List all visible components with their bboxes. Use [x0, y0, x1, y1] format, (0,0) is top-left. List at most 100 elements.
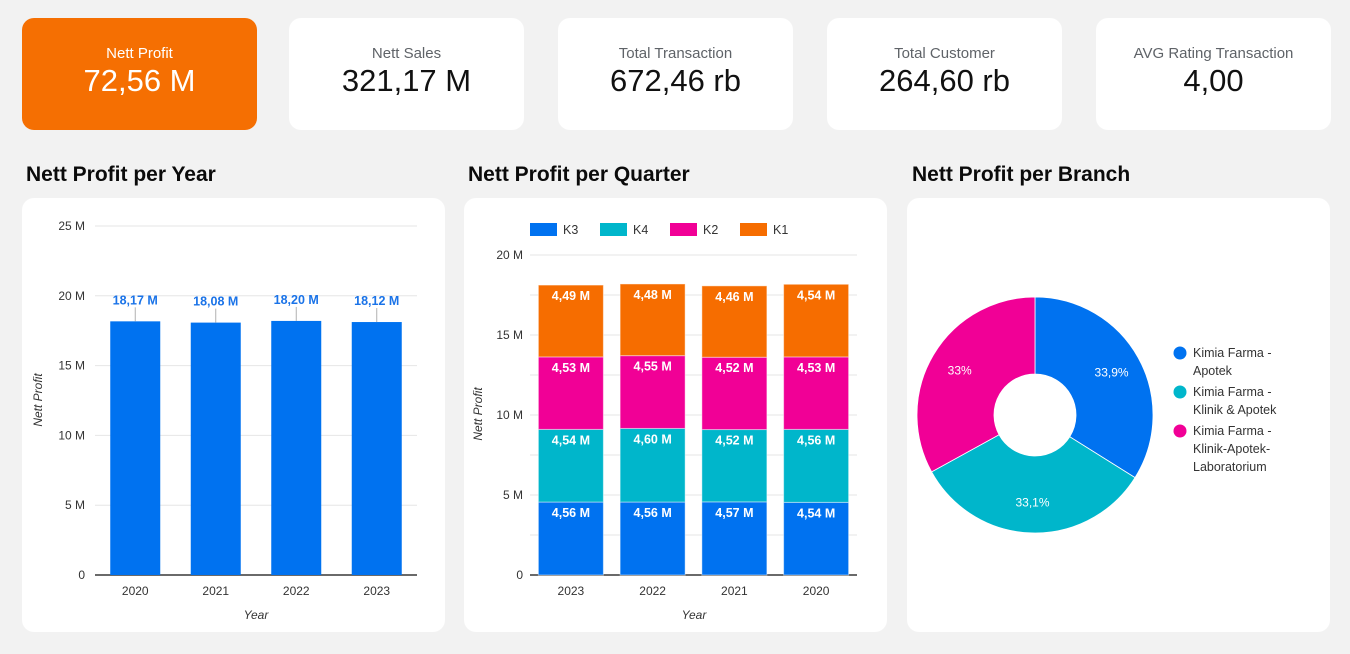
- data-label: 4,54 M: [797, 288, 835, 302]
- data-label: 18,12 M: [354, 294, 399, 308]
- kpi-value: 264,60 rb: [879, 63, 1010, 98]
- bar-2020[interactable]: [110, 321, 161, 575]
- kpi-label: Nett Profit: [106, 45, 173, 62]
- x-tick-labels: 2023 2022 2021 2020: [558, 584, 830, 598]
- legend-item-3[interactable]: Kimia Farma - Klinik-Apotek- Laboratorium: [1173, 424, 1272, 474]
- data-label: 4,48 M: [634, 288, 672, 302]
- data-label: 18,20 M: [274, 293, 319, 307]
- legend-label: Klinik & Apotek: [1193, 403, 1277, 417]
- bar-segment-K4-2021[interactable]: [701, 429, 768, 503]
- bar-segment-K4-2022[interactable]: [619, 427, 686, 503]
- legend-swatch: [600, 223, 627, 236]
- kpi-card-nett-profit: Nett Profit 72,56 M: [22, 18, 257, 130]
- bar-2022[interactable]: [271, 320, 322, 575]
- legend-item-1[interactable]: Kimia Farma - Apotek: [1173, 346, 1272, 378]
- data-label: 4,54 M: [797, 506, 835, 520]
- bar-segment-K3-2023[interactable]: [537, 501, 604, 576]
- kpi-card-total-transaction: Total Transaction 672,46 rb: [558, 18, 793, 130]
- legend-label: Apotek: [1193, 364, 1233, 378]
- bar-segment-K1-2022[interactable]: [619, 283, 686, 357]
- chart-title-branch: Nett Profit per Branch: [912, 163, 1131, 186]
- kpi-card-total-customer: Total Customer 264,60 rb: [827, 18, 1062, 130]
- legend-label: Laboratorium: [1193, 460, 1267, 474]
- legend: Kimia Farma - Apotek Kimia Farma - Klinik &…: [1173, 346, 1278, 474]
- y-axis-label: Nett Profit: [471, 387, 485, 441]
- x-tick-label: 2023: [363, 584, 390, 598]
- bar-segment-K1-2020[interactable]: [783, 283, 850, 358]
- bar-segment-K4-2020[interactable]: [783, 428, 850, 503]
- bar-segment-K2-2021[interactable]: [701, 356, 768, 431]
- kpi-label: Total Customer: [894, 45, 995, 62]
- legend-item-K2[interactable]: K2: [670, 223, 718, 237]
- slice-2[interactable]: [931, 434, 1136, 534]
- bar-segment-K3-2020[interactable]: [783, 501, 850, 576]
- bar-2023[interactable]: [351, 322, 402, 575]
- data-label: 4,56 M: [634, 506, 672, 520]
- x-tick-label: 2022: [639, 584, 666, 598]
- x-tick-label: 2022: [283, 584, 310, 598]
- kpi-value: 4,00: [1183, 63, 1244, 98]
- legend-label: Kimia Farma -: [1193, 346, 1271, 360]
- data-label: 4,56 M: [552, 506, 590, 520]
- legend-swatch: [740, 223, 767, 236]
- kpi-label: Total Transaction: [618, 45, 733, 62]
- slice-label: 33,1%: [1016, 495, 1050, 509]
- bar-segment-K3-2022[interactable]: [619, 501, 686, 576]
- y-tick-label: 10 M: [58, 428, 85, 442]
- slice-1[interactable]: [1034, 296, 1154, 479]
- legend-label: Kimia Farma -: [1193, 385, 1271, 399]
- legend-item-K1[interactable]: K1: [740, 223, 788, 237]
- bars: [110, 320, 402, 575]
- bars: [537, 283, 850, 576]
- year-bar-chart: 18,17 M 18,08 M 18,20 M 18,12 M 0 5 M 10 M 15 …: [31, 219, 417, 622]
- kpi-value: 72,56 M: [83, 63, 196, 98]
- y-tick-label: 20 M: [496, 248, 523, 262]
- legend-item-K4[interactable]: K4: [600, 223, 648, 237]
- chart-card-branch: 33,9% 33,1% 33% Kimia Farma - Apotek Kimia F…: [907, 198, 1330, 632]
- data-label: 4,52 M: [715, 361, 753, 375]
- legend-item-K3[interactable]: K3: [530, 223, 578, 237]
- data-label: 4,49 M: [552, 289, 590, 303]
- legend-item-2[interactable]: Kimia Farma - Klinik & Apotek: [1173, 385, 1278, 417]
- x-tick-label: 2021: [721, 584, 748, 598]
- x-tick-label: 2020: [122, 584, 149, 598]
- y-tick-labels: 0 5 M 10 M 15 M 20 M 25 M: [58, 219, 85, 582]
- data-labels: 18,17 M 18,08 M 18,20 M 18,12 M: [113, 293, 399, 323]
- data-label: 4,56 M: [797, 433, 835, 447]
- data-label: 4,54 M: [552, 433, 590, 447]
- kpi-label: AVG Rating Transaction: [1133, 45, 1294, 62]
- bar-segment-K1-2023[interactable]: [537, 284, 604, 358]
- data-label: 4,53 M: [797, 361, 835, 375]
- data-label: 4,60 M: [634, 432, 672, 446]
- y-tick-label: 20 M: [58, 289, 85, 303]
- chart-title-year: Nett Profit per Year: [26, 163, 216, 186]
- data-label: 4,53 M: [552, 361, 590, 375]
- bar-2021[interactable]: [190, 322, 241, 575]
- data-label: 4,46 M: [715, 290, 753, 304]
- legend-label: K1: [773, 223, 788, 237]
- slice-label: 33%: [948, 363, 972, 377]
- data-label: 4,57 M: [715, 506, 753, 520]
- data-label: 4,52 M: [715, 434, 753, 448]
- bar-segment-K1-2021[interactable]: [701, 285, 768, 358]
- data-label: 4,55 M: [634, 360, 672, 374]
- chart-card-year: 18,17 M 18,08 M 18,20 M 18,12 M 0 5 M 10 M 15 …: [22, 198, 445, 632]
- legend-dot: [1173, 346, 1187, 360]
- kpi-label: Nett Sales: [371, 45, 442, 62]
- slice-label: 33,9%: [1095, 366, 1129, 380]
- y-tick-label: 15 M: [496, 328, 523, 342]
- bar-segment-K4-2023[interactable]: [537, 428, 604, 503]
- kpi-card-avg-rating: AVG Rating Transaction 4,00: [1096, 18, 1331, 130]
- bar-segment-K2-2023[interactable]: [537, 356, 604, 430]
- slice-3[interactable]: [916, 296, 1036, 473]
- data-label: 18,08 M: [193, 295, 238, 309]
- bar-segment-K2-2022[interactable]: [619, 355, 686, 429]
- data-label: 18,17 M: [113, 293, 158, 307]
- x-axis-label: Year: [244, 608, 270, 622]
- legend-dot: [1173, 385, 1187, 399]
- x-tick-labels: 2020 2021 2022 2023: [122, 584, 391, 598]
- kpi-value: 672,46 rb: [610, 63, 741, 98]
- bar-segment-K3-2021[interactable]: [701, 501, 768, 576]
- y-tick-label: 15 M: [58, 359, 85, 373]
